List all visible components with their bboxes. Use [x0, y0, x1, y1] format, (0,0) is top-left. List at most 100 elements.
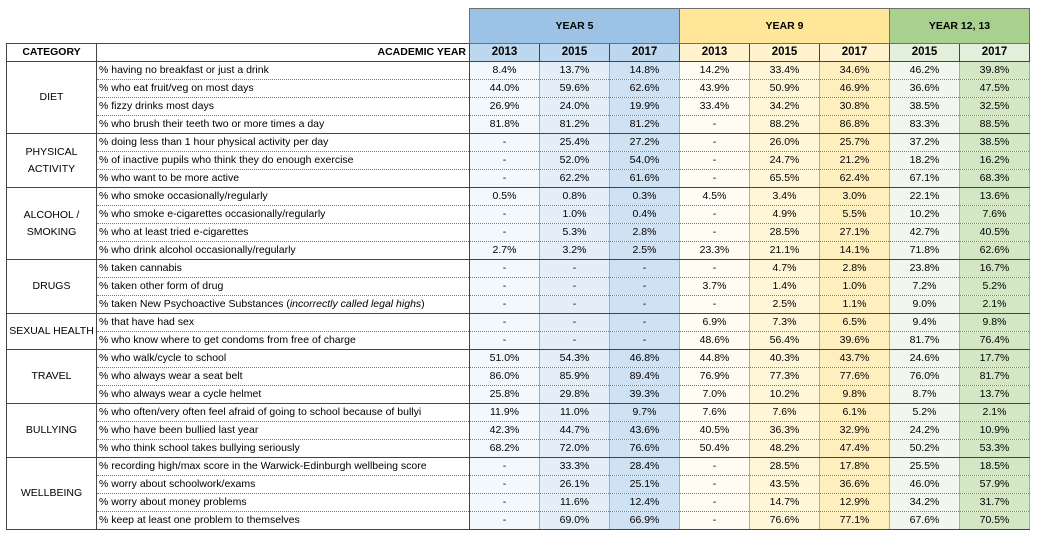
value-cell: 10.2% — [889, 205, 960, 224]
question-text: % taken other form of drug — [99, 280, 224, 292]
group-year5: YEAR 5 — [469, 8, 680, 44]
value-cell: 38.5% — [959, 133, 1030, 152]
year-header: 2015 — [749, 43, 820, 62]
question-text: % taken New Psychoactive Substances ( — [99, 298, 290, 310]
question-text: % taken cannabis — [99, 262, 182, 274]
table-row: % of inactive pupils who think they do e… — [7, 151, 1030, 170]
value-cell: 34.2% — [749, 97, 820, 116]
value-cell: - — [609, 295, 680, 314]
value-cell: 36.6% — [819, 475, 890, 494]
question-note: incorrectly called legal highs — [289, 298, 422, 310]
value-cell: 16.2% — [959, 151, 1030, 170]
value-cell: 2.1% — [959, 295, 1030, 314]
question-text-end: ) — [421, 298, 425, 310]
value-cell: 28.5% — [749, 457, 820, 476]
value-cell: 10.2% — [749, 385, 820, 404]
question-cell: % having no breakfast or just a drink — [96, 61, 470, 80]
question-cell: % worry about money problems — [96, 493, 470, 512]
value-cell: 1.1% — [819, 295, 890, 314]
category-cell: DIET — [6, 61, 97, 134]
value-cell: 77.6% — [819, 367, 890, 386]
value-cell: 46.2% — [889, 61, 960, 80]
value-cell: 32.5% — [959, 97, 1030, 116]
value-cell: 81.7% — [889, 331, 960, 350]
table-row: % who drink alcohol occasionally/regular… — [7, 241, 1030, 260]
table-row: % who brush their teeth two or more time… — [7, 115, 1030, 134]
question-cell: % who want to be more active — [96, 169, 470, 188]
value-cell: 25.7% — [819, 133, 890, 152]
value-cell: - — [469, 475, 540, 494]
value-cell: - — [539, 259, 610, 278]
table-row: % taken other form of drug - - -3.7% 1.4% 1.0… — [7, 277, 1030, 296]
question-text: % who drink alcohol occasionally/regular… — [99, 244, 296, 256]
value-cell: 7.6% — [959, 205, 1030, 224]
table-row: TRAVEL% who walk/cycle to school 51.0% 54.… — [6, 349, 1030, 404]
question-cell: % who smoke occasionally/regularly — [96, 187, 470, 206]
value-cell: 39.8% — [959, 61, 1030, 80]
question-cell: % taken cannabis — [96, 259, 470, 278]
value-cell: 56.4% — [749, 331, 820, 350]
value-cell: - — [469, 313, 540, 332]
question-text: % who smoke occasionally/regularly — [99, 190, 268, 202]
value-cell: 48.6% — [679, 331, 750, 350]
value-cell: 40.5% — [679, 421, 750, 440]
category-cell: ALCOHOL / SMOKING — [6, 187, 97, 260]
value-cell: 10.9% — [959, 421, 1030, 440]
value-cell: 17.7% — [959, 349, 1030, 368]
value-cell: 71.8% — [889, 241, 960, 260]
table-row: WELLBEING% recording high/max score in t… — [6, 457, 1030, 530]
question-cell: % who smoke e-cigarettes occasionally/re… — [96, 205, 470, 224]
value-cell: - — [539, 313, 610, 332]
value-cell: - — [469, 457, 540, 476]
value-cell: 70.5% — [959, 511, 1030, 530]
value-cell: 5.2% — [959, 277, 1030, 296]
value-cell: 7.3% — [749, 313, 820, 332]
table-row: % who at least tried e-cigarettes -5.3% 2.… — [7, 223, 1030, 242]
value-cell: 76.6% — [609, 439, 680, 458]
table-row: % who have been bullied last year 42.3% 44… — [7, 421, 1030, 440]
value-cell: 0.4% — [609, 205, 680, 224]
value-cell: 31.7% — [959, 493, 1030, 512]
table-row: DRUGS% taken cannabis - - - -4.7% 2.8% 23.8% 16… — [6, 259, 1030, 314]
value-cell: - — [679, 457, 750, 476]
question-cell: % who walk/cycle to school — [96, 349, 470, 368]
year-header: 2017 — [609, 43, 680, 62]
value-cell: - — [469, 277, 540, 296]
value-cell: 68.3% — [959, 169, 1030, 188]
value-cell: 19.9% — [609, 97, 680, 116]
question-cell: % doing less than 1 hour physical activi… — [96, 133, 470, 152]
value-cell: 25.5% — [889, 457, 960, 476]
year-header: 2015 — [539, 43, 610, 62]
value-cell: 6.9% — [679, 313, 750, 332]
question-text: % who walk/cycle to school — [99, 352, 227, 364]
value-cell: 62.6% — [959, 241, 1030, 260]
value-cell: 81.2% — [539, 115, 610, 134]
question-text: % fizzy drinks most days — [99, 100, 214, 112]
question-cell: % who at least tried e-cigarettes — [96, 223, 470, 242]
value-cell: 76.0% — [889, 367, 960, 386]
value-cell: 1.0% — [539, 205, 610, 224]
table-row: % who always wear a cycle helmet 25.8% 29.… — [7, 385, 1030, 404]
value-cell: 38.5% — [889, 97, 960, 116]
value-cell: - — [469, 511, 540, 530]
value-cell: - — [679, 259, 750, 278]
value-cell: 77.1% — [819, 511, 890, 530]
value-cell: 5.2% — [889, 403, 960, 422]
value-cell: 2.1% — [959, 403, 1030, 422]
value-cell: 8.7% — [889, 385, 960, 404]
value-cell: 42.7% — [889, 223, 960, 242]
year-header: 2013 — [469, 43, 540, 62]
category-cell: SEXUAL HEALTH — [6, 313, 97, 350]
value-cell: 44.0% — [469, 79, 540, 98]
value-cell: 46.0% — [889, 475, 960, 494]
question-cell: % who drink alcohol occasionally/regular… — [96, 241, 470, 260]
question-text: % who at least tried e-cigarettes — [99, 226, 249, 238]
value-cell: 54.0% — [609, 151, 680, 170]
value-cell: 61.6% — [609, 169, 680, 188]
value-cell: 46.9% — [819, 79, 890, 98]
value-cell: 23.8% — [889, 259, 960, 278]
value-cell: 4.9% — [749, 205, 820, 224]
value-cell: 33.4% — [749, 61, 820, 80]
question-text: % who have been bullied last year — [99, 424, 259, 436]
